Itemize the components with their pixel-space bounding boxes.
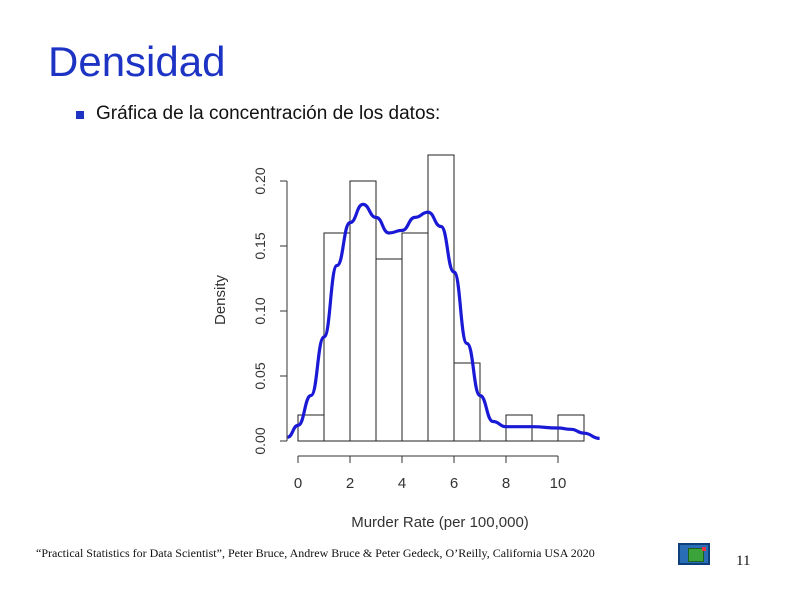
- bullet-item: Gráfica de la concentración de los datos…: [76, 103, 440, 125]
- y-axis-label: Density: [212, 274, 229, 325]
- x-axis-label: Murder Rate (per 100,000): [351, 514, 529, 531]
- y-tick-label: 0.10: [252, 297, 268, 324]
- x-axis: 0 2 4 6 8 10: [294, 455, 567, 492]
- histogram-bar: [401, 232, 429, 442]
- histogram-bars: [297, 154, 585, 442]
- y-tick-label: 0.15: [252, 232, 268, 259]
- density-curve-group: [287, 202, 600, 440]
- x-tick-label: 4: [398, 475, 406, 492]
- citation-text: “Practical Statistics for Data Scientist…: [36, 546, 595, 560]
- y-axis: 0.00 0.05 0.10 0.15 0.20: [252, 167, 288, 455]
- y-tick-label: 0.20: [252, 167, 268, 194]
- x-tick-label: 6: [450, 475, 458, 492]
- y-tick-label: 0.00: [252, 427, 268, 454]
- bullet-text: Gráfica de la concentración de los datos…: [96, 103, 441, 124]
- publisher-logo-icon: [678, 543, 710, 565]
- density-curve-line: [287, 202, 600, 440]
- histogram-bar: [427, 154, 455, 442]
- bullet-square-icon: [76, 111, 84, 119]
- histogram-bar: [375, 258, 403, 442]
- x-tick-label: 0: [294, 475, 302, 492]
- x-tick-label: 8: [502, 475, 510, 492]
- x-tick-label: 10: [550, 475, 567, 492]
- x-tick-label: 2: [346, 475, 354, 492]
- page-number: 11: [736, 553, 751, 569]
- histogram-bar: [453, 362, 481, 442]
- slide-title: Densidad: [48, 38, 226, 85]
- y-tick-label: 0.05: [252, 362, 268, 389]
- histogram-bar: [349, 180, 377, 442]
